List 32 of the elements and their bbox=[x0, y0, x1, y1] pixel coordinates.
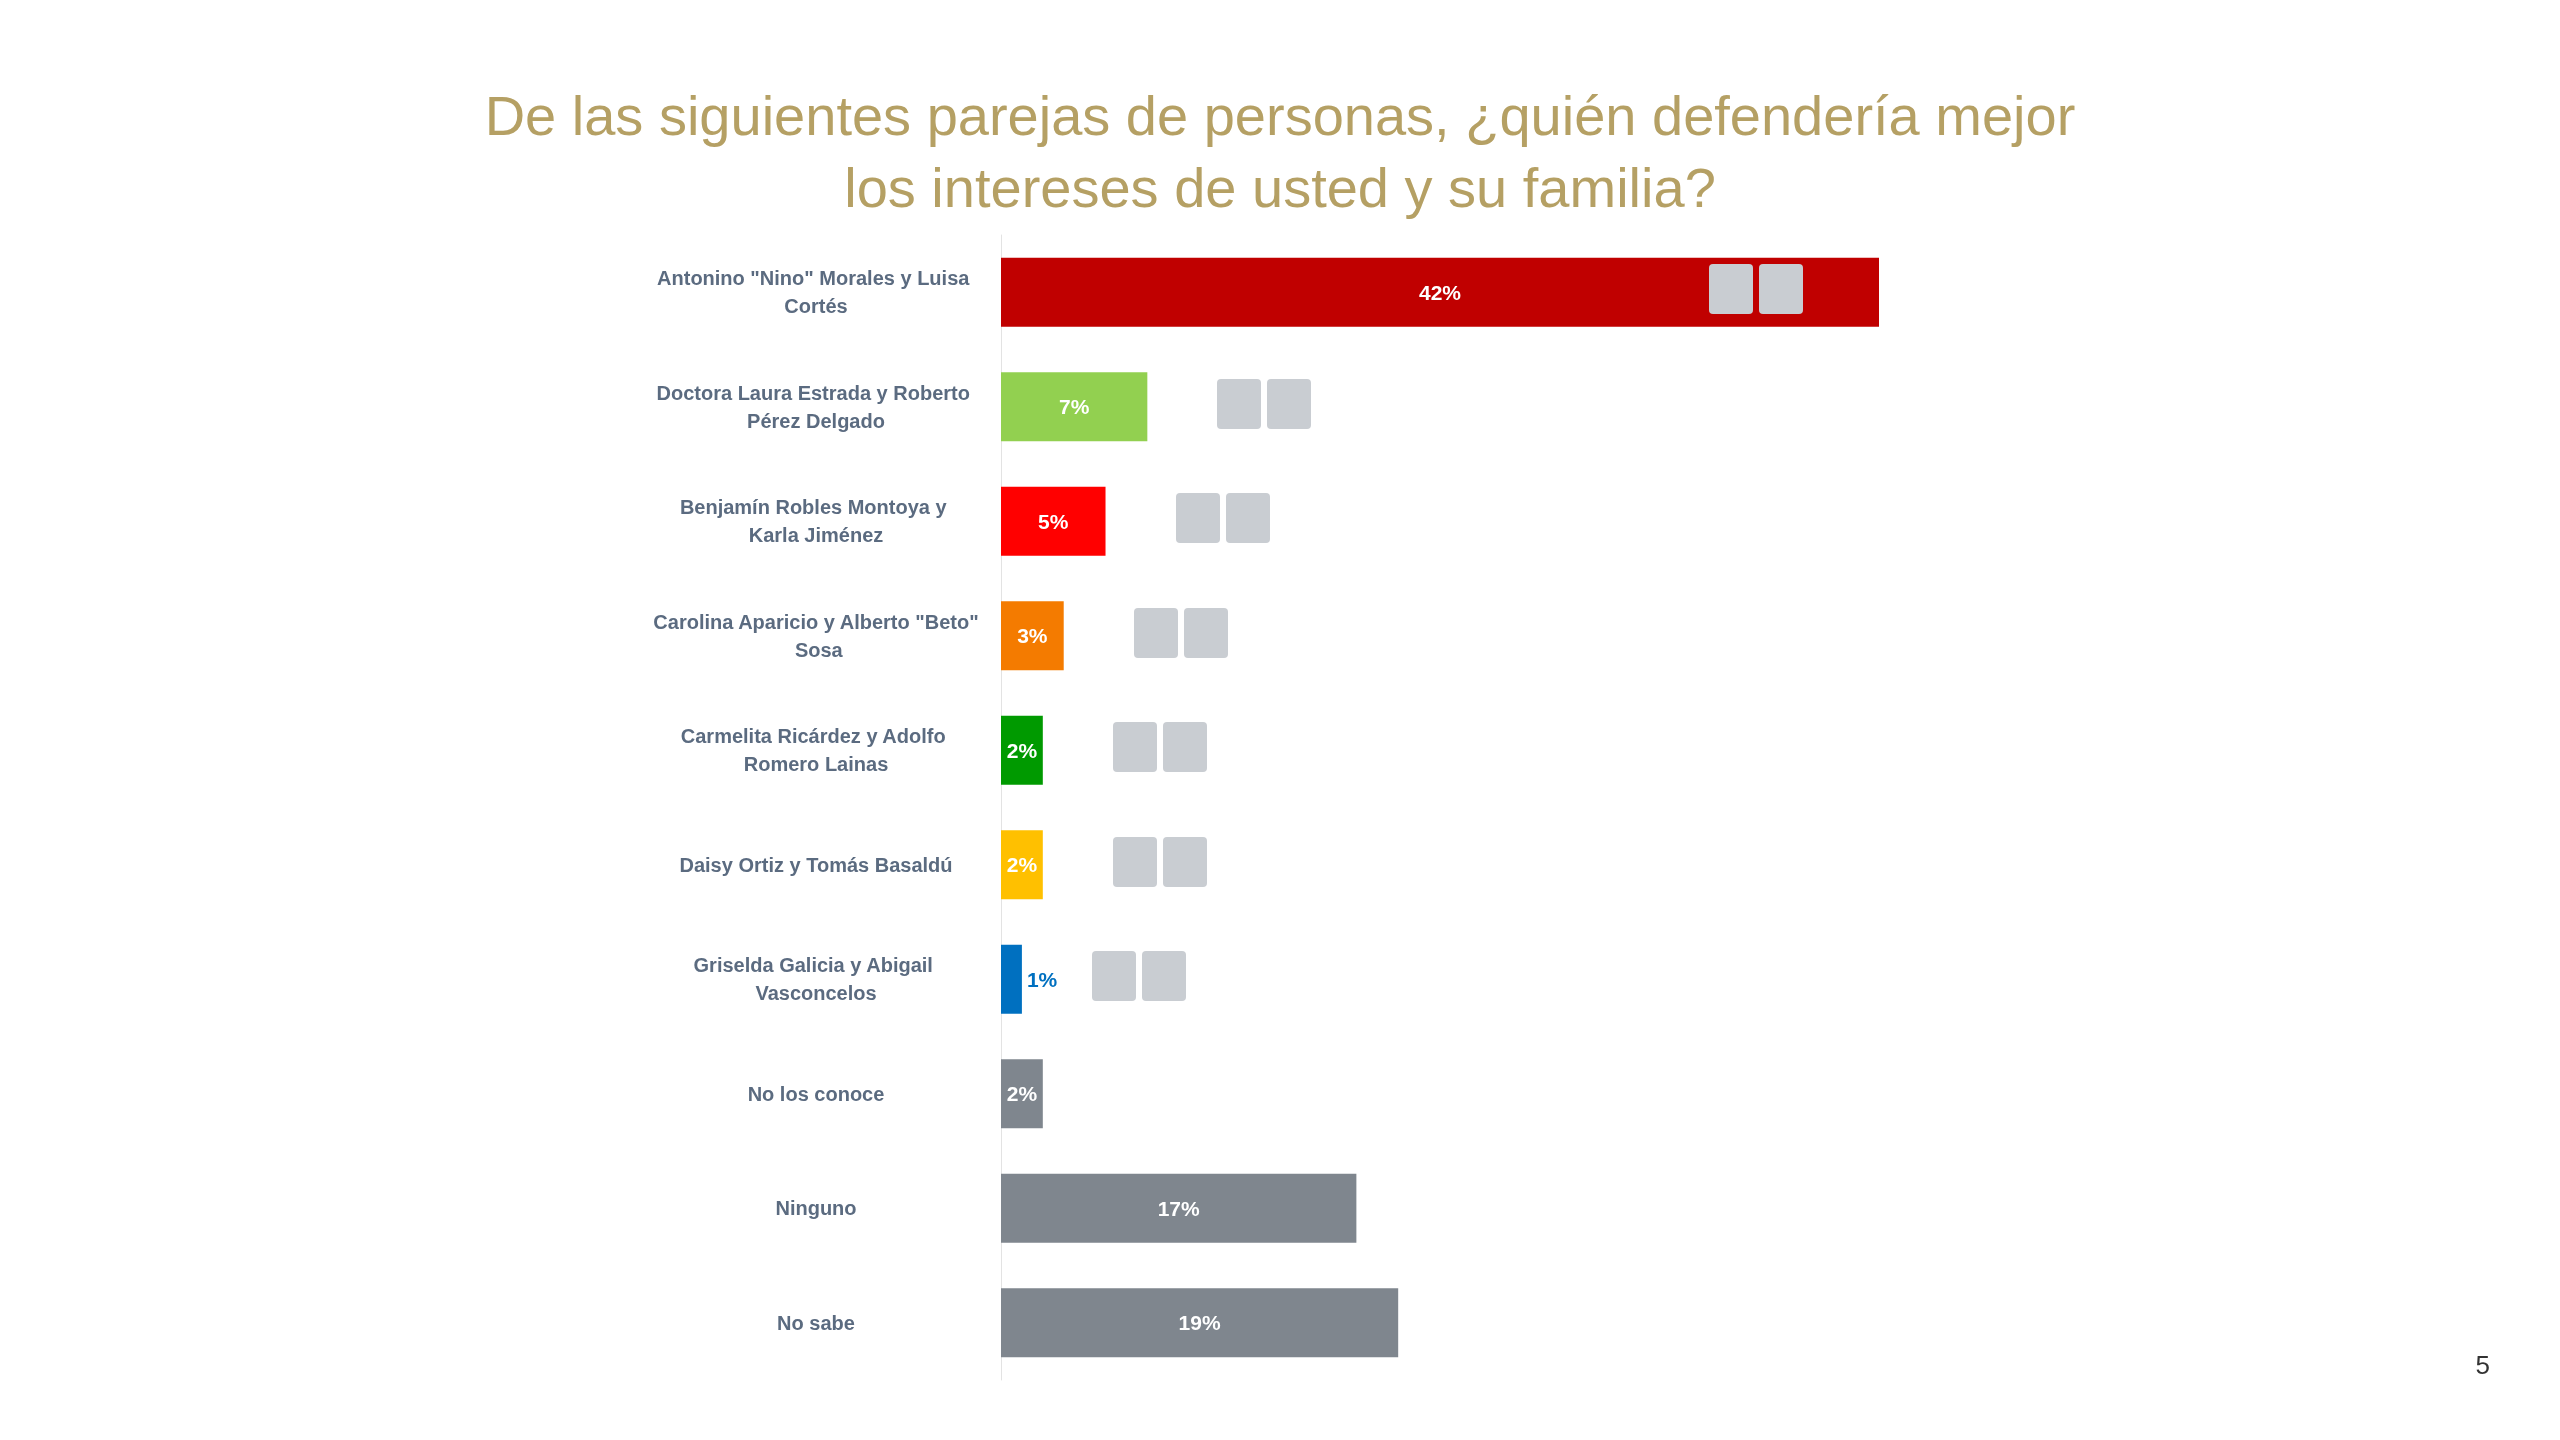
y-tick-label: Benjamín Robles Montoya y Karla Jiménez bbox=[679, 496, 953, 547]
bar bbox=[1001, 1173, 1357, 1243]
data-label: 7% bbox=[1058, 395, 1090, 419]
data-label: 2% bbox=[1006, 1082, 1038, 1106]
data-label: 3% bbox=[1017, 624, 1048, 648]
y-tick-label: No sabe bbox=[777, 1311, 855, 1334]
bar bbox=[1001, 1059, 1043, 1129]
bar bbox=[1001, 486, 1106, 556]
y-tick-label: Carmelita Ricárdez y Adolfo Romero Lainas bbox=[680, 725, 952, 776]
bar bbox=[1001, 1288, 1399, 1358]
y-tick-label: Carolina Aparicio y Alberto "Beto" Sosa bbox=[653, 610, 979, 661]
y-tick-label: Antonino "Nino" Morales y Luisa Cortés bbox=[657, 267, 975, 318]
bar bbox=[1001, 257, 1879, 327]
text: 5 bbox=[2475, 1350, 2490, 1381]
data-label: 2% bbox=[1006, 738, 1038, 762]
data-label: 19% bbox=[1178, 1311, 1221, 1335]
data-label: 1% bbox=[1026, 967, 1058, 991]
data-label: 2% bbox=[1006, 853, 1038, 877]
chart-title: De las siguientes parejas de personas, ¿quién defendería mejor los intereses de usted y su familia? bbox=[483, 83, 2077, 221]
y-tick-label: No los conoce bbox=[747, 1082, 885, 1105]
bar bbox=[1001, 715, 1043, 785]
data-label: 5% bbox=[1038, 509, 1069, 533]
y-tick-label: Daisy Ortiz y Tomás Basaldú bbox=[679, 853, 953, 876]
y-tick-label: Doctora Laura Estrada y Roberto Pérez Delgado bbox=[656, 381, 976, 432]
data-label: 17% bbox=[1157, 1196, 1201, 1220]
bar bbox=[1001, 830, 1043, 900]
bar bbox=[1001, 944, 1022, 1014]
y-tick-label: Griselda Galicia y Abigail Vasconcelos bbox=[693, 954, 939, 1005]
bar bbox=[1001, 372, 1148, 442]
y-tick-label: Ninguno bbox=[775, 1197, 857, 1220]
bar bbox=[1001, 601, 1064, 671]
data-label: 42% bbox=[1418, 280, 1462, 304]
